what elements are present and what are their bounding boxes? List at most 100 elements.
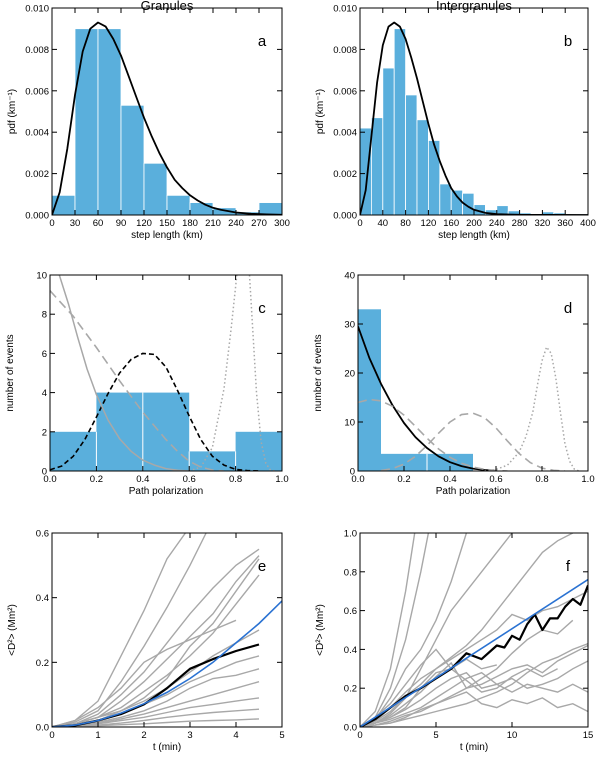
panel-letter: c <box>258 300 266 317</box>
y-axis-label: pdf (km⁻¹) <box>7 89 18 134</box>
x-tick-label: 90 <box>116 218 127 229</box>
curve-black-dashed <box>50 352 259 471</box>
y-tick-label: 0.002 <box>333 169 357 180</box>
x-axis-label: step length (km) <box>438 230 510 241</box>
curve-gray-dashed <box>50 290 225 471</box>
trajectory-line <box>52 558 260 727</box>
y-tick-label: 0.000 <box>333 211 357 222</box>
y-tick-label: 0.4 <box>344 645 357 656</box>
x-tick-label: 180 <box>182 218 198 229</box>
panel-d: 0.0 0.2 0.4 0.6 0.8 1.0 0 10 20 30 40 Path polariza… <box>313 271 595 498</box>
plot-frame-c <box>49 274 283 472</box>
x-tick-label: 30 <box>70 218 81 229</box>
y-tick-label: 0.004 <box>333 128 357 139</box>
panel-e: 0 1 2 3 4 5 0.0 0.2 0.4 0.6 t (min) <D²> (Mm²) e <box>7 529 285 754</box>
x-tick-label: 0.0 <box>43 474 56 485</box>
y-tick-label: 0 <box>350 467 355 478</box>
y-tick-label: 0.008 <box>333 45 357 56</box>
x-tick-label: 300 <box>274 218 290 229</box>
x-tick-label: 1 <box>95 730 100 741</box>
plot-area-f <box>360 533 588 727</box>
histogram-bar <box>382 67 395 215</box>
trajectory-line <box>52 548 260 727</box>
plot-area-a <box>52 21 282 215</box>
x-tick-label: 3 <box>187 730 192 741</box>
histogram-bar <box>370 117 384 215</box>
x-tick-label: 240 <box>489 218 505 229</box>
histogram-bar <box>96 392 143 471</box>
plot-area-e <box>52 533 282 727</box>
plot-area-c <box>50 275 282 471</box>
x-tick-label: 5 <box>433 730 438 741</box>
trajectory-line <box>360 533 513 727</box>
x-tick-label: 0.0 <box>351 474 364 485</box>
curve-gray-dotted <box>188 275 238 471</box>
y-tick-label: 0.010 <box>333 4 357 15</box>
trajectory-line <box>360 590 588 727</box>
histogram-bar <box>235 431 282 471</box>
histogram-bar <box>360 127 372 215</box>
trajectory-line <box>360 642 588 727</box>
x-tick-label: 150 <box>159 218 175 229</box>
x-axis-label: t (min) <box>460 742 488 753</box>
trajectory-line <box>360 668 558 727</box>
y-tick-label: 2 <box>42 427 47 438</box>
panel-letter: a <box>258 33 267 50</box>
x-axis-label: Path polarization <box>436 486 511 497</box>
tick-marks-d <box>357 274 589 472</box>
trajectory-line <box>52 555 260 727</box>
curve-gray-solid <box>58 275 190 471</box>
panel-f: 0 5 10 15 0.0 0.2 0.4 0.6 0.8 1.0 t (min) <D²> (Mm²… <box>315 529 593 754</box>
panel-a: 0 30 60 90 120 150 180 210 240 270 300 0.000 0.002 0.… <box>7 0 290 241</box>
histogram-bar <box>450 189 464 215</box>
tick-marks-e <box>51 532 283 728</box>
histogram-bar <box>120 104 145 215</box>
histogram-bar <box>142 392 190 471</box>
x-tick-label: 0.6 <box>183 474 196 485</box>
y-tick-label: 10 <box>344 418 355 429</box>
y-tick-label: 0.8 <box>344 567 357 578</box>
y-tick-label: 0.010 <box>25 4 49 15</box>
plot-area-d <box>358 309 580 471</box>
y-tick-label: 0.002 <box>25 169 49 180</box>
curve-black-solid <box>358 326 497 471</box>
histogram-bar <box>50 431 97 471</box>
trajectory-line <box>52 629 260 727</box>
histogram-bar <box>427 140 441 215</box>
plot-frame-d <box>357 274 589 472</box>
x-tick-label: 40 <box>378 218 389 229</box>
panel-letter: e <box>258 558 266 575</box>
curve-gray-dashed-1 <box>358 398 508 471</box>
panel-title: Granules <box>141 0 194 13</box>
y-tick-label: 40 <box>344 271 355 282</box>
y-tick-label: 0.0 <box>344 723 357 734</box>
plot-frame-f <box>359 532 589 728</box>
x-axis-label: t (min) <box>153 742 181 753</box>
x-tick-label: 60 <box>93 218 104 229</box>
y-axis-label: number of events <box>5 334 16 411</box>
x-tick-label: 160 <box>443 218 459 229</box>
x-tick-label: 0.2 <box>397 474 410 485</box>
y-tick-label: 0.2 <box>344 684 357 695</box>
y-axis-label: pdf (km⁻¹) <box>315 89 326 134</box>
panel-letter: f <box>566 558 571 575</box>
fit-line <box>360 578 588 727</box>
x-tick-label: 240 <box>228 218 244 229</box>
y-tick-label: 8 <box>42 310 47 321</box>
x-tick-label: 120 <box>136 218 152 229</box>
x-tick-label: 0 <box>49 218 54 229</box>
trajectory-line <box>52 619 237 727</box>
curve-fit <box>360 21 588 215</box>
trajectory-line <box>360 671 588 727</box>
histogram-bar <box>405 94 418 215</box>
trajectory-line <box>52 533 207 727</box>
y-tick-label: 0.000 <box>25 211 49 222</box>
plot-frame-e <box>51 532 283 728</box>
trajectory-line <box>52 574 260 727</box>
y-tick-label: 0.008 <box>25 45 49 56</box>
curve-fit <box>52 21 282 215</box>
x-tick-label: 2 <box>141 730 146 741</box>
panel-letter: b <box>564 33 572 50</box>
x-tick-label: 0 <box>357 218 362 229</box>
